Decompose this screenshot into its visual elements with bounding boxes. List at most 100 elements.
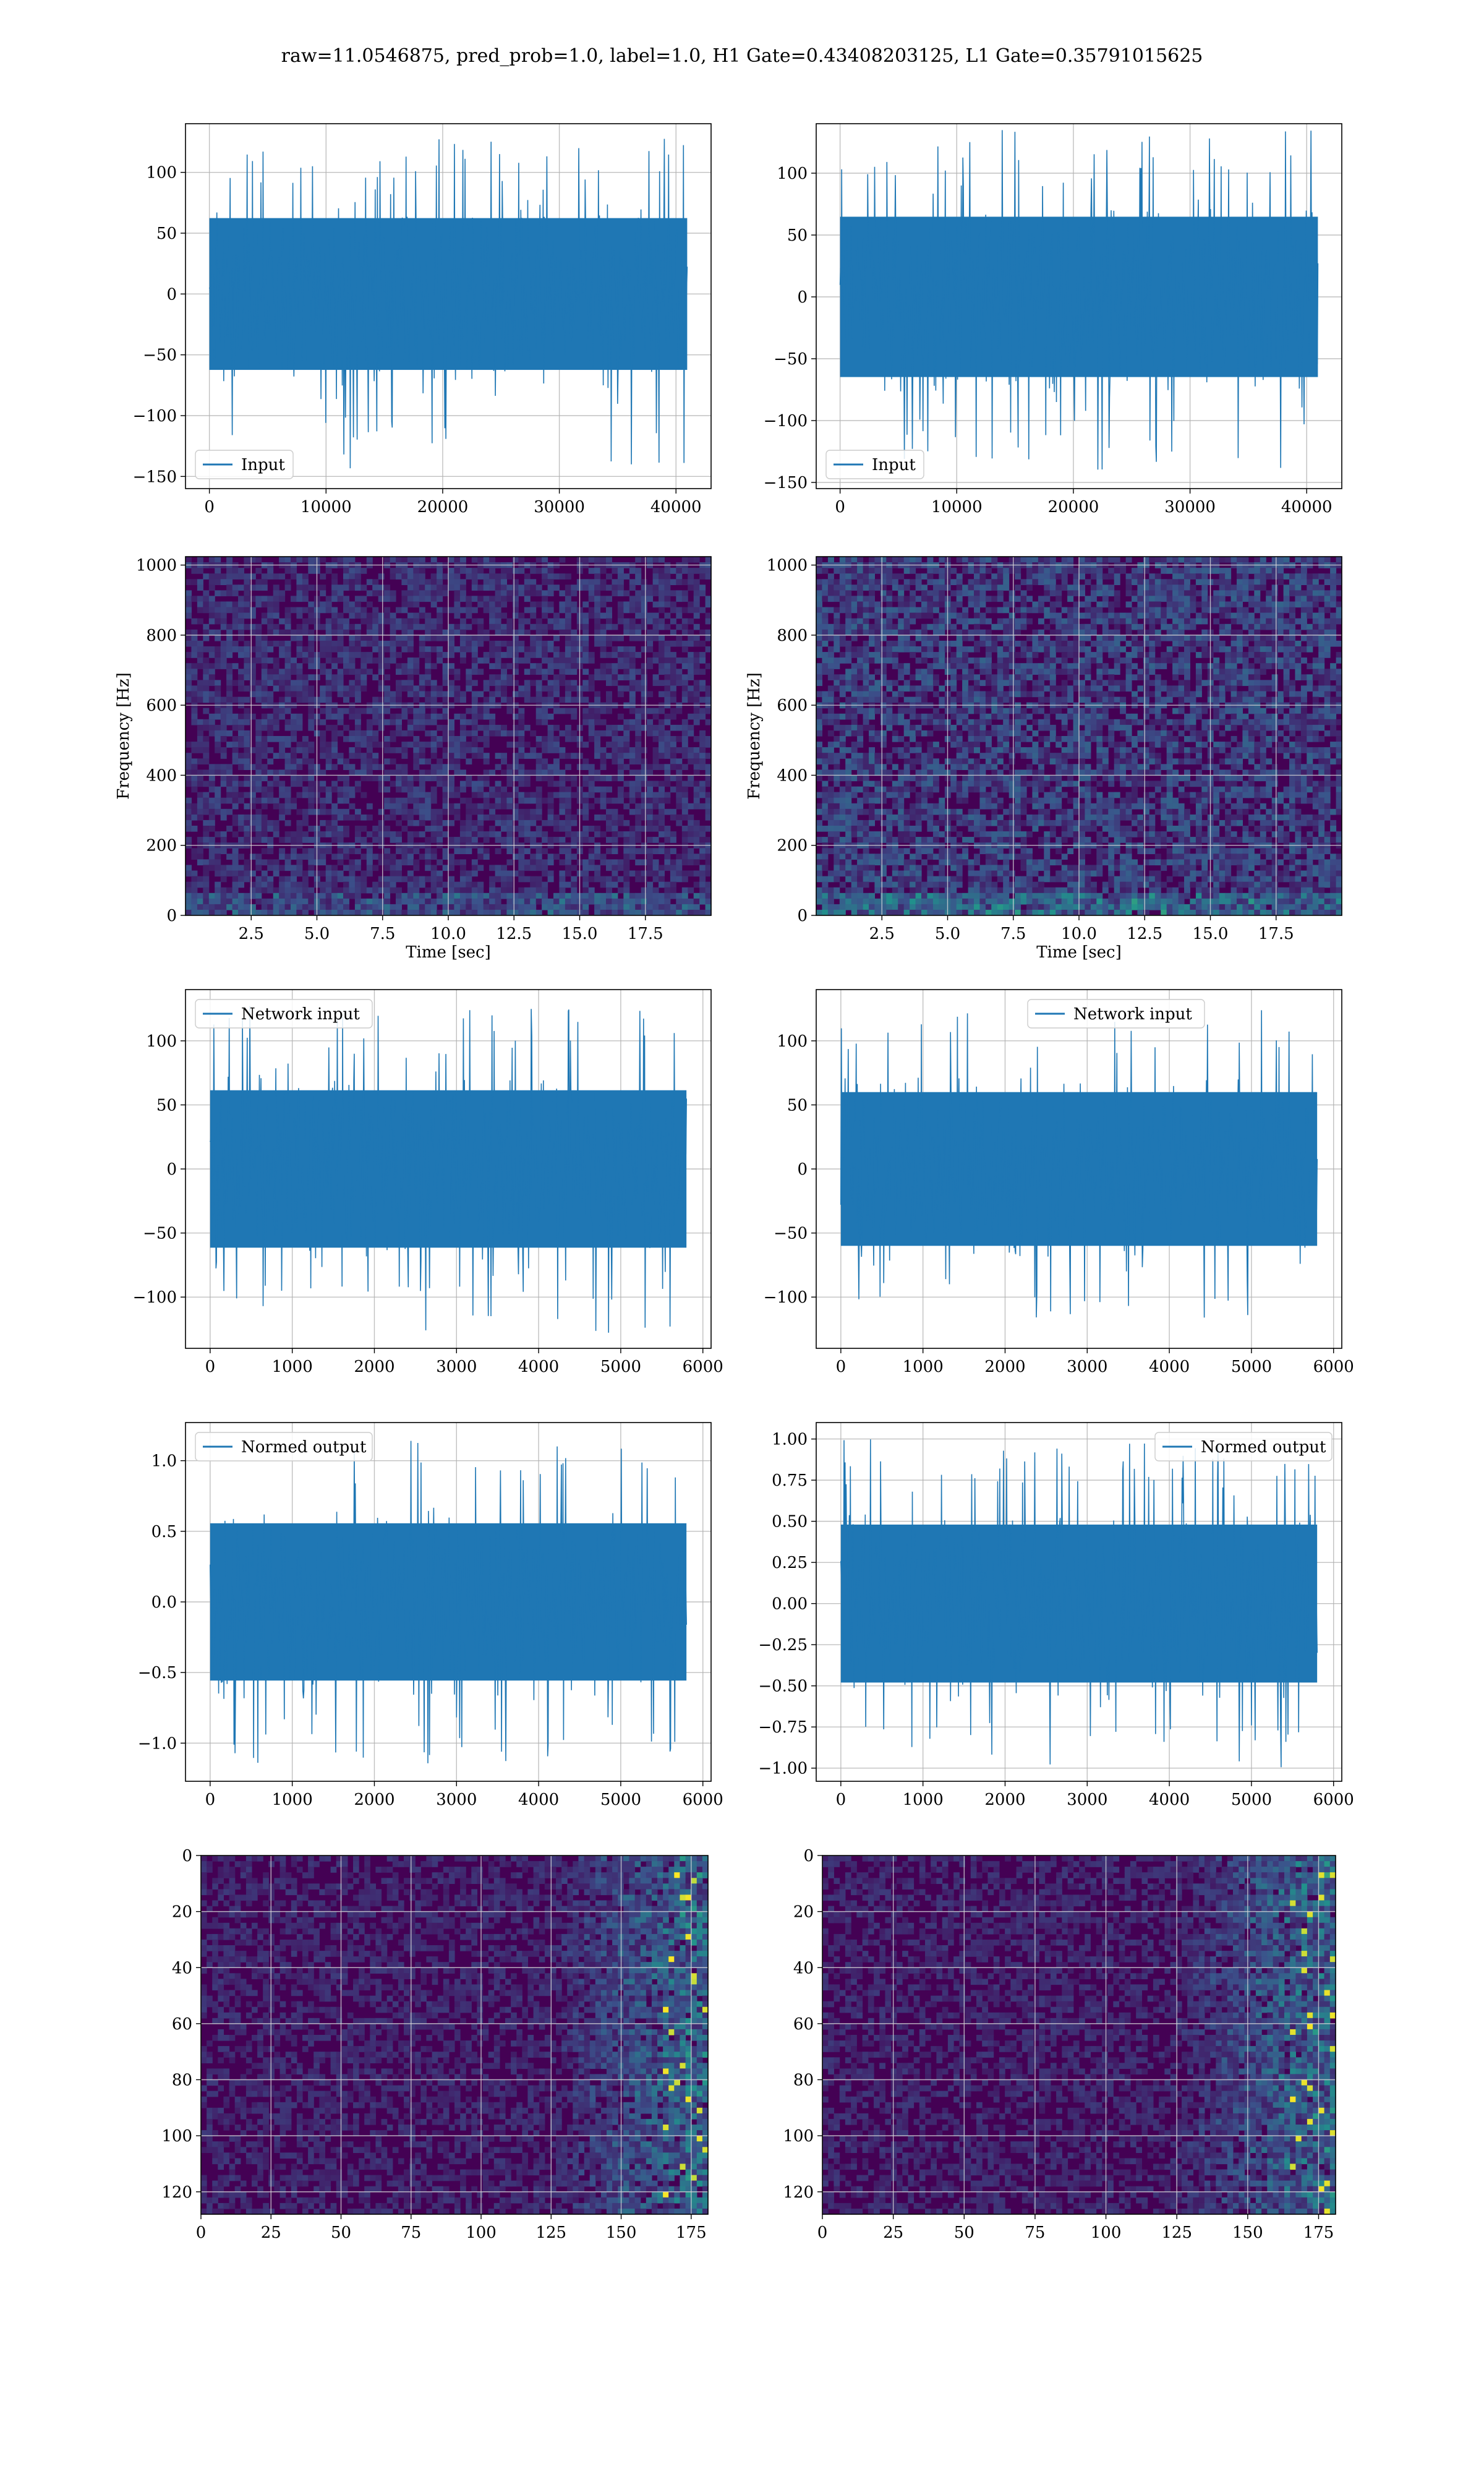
r1c0-cell [542,596,548,602]
r1c1-cell [1120,568,1127,574]
r1c0-cell [688,831,694,837]
r1c0-cell [366,898,373,905]
r1c0-cell [360,769,367,776]
r1c0-cell [547,623,554,630]
r1c0-cell [203,623,210,630]
r1c0-cell [267,724,274,731]
r1c0-cell [343,848,349,854]
r1c0-cell [238,719,244,726]
r1c0-cell [430,904,437,910]
r1c0-cell [366,909,373,916]
r1c0-cell [366,859,373,866]
r1c1-cell [1073,618,1080,625]
r1c0-cell [635,724,642,731]
r1c0-cell [459,652,466,658]
r1c0-cell [571,775,578,782]
r1c0-cell [559,781,566,787]
r1c0-cell [273,831,279,837]
r1c0-cell [571,646,578,653]
r1c0-cell [220,719,227,726]
r1c0-cell [366,657,373,664]
r1c0-cell [582,898,589,905]
r0c0-ytick-label-3: 0 [166,285,177,304]
r1c0-cell [273,781,279,787]
r1c0-cell [565,724,571,731]
r1c0-cell [582,623,589,630]
r1c0-cell [255,557,262,563]
r1c0-cell [273,685,279,692]
r1c1-cell [1038,618,1044,625]
r1c0-cell [267,691,274,698]
r1c1-cell [1061,573,1068,580]
r1c0-cell [594,904,601,910]
r1c0-cell [506,775,513,782]
r1c0-cell [261,596,268,602]
r1c0-cell [401,640,408,647]
r1c0-cell [308,848,315,854]
r1c1-cell [1015,568,1021,574]
r1c0-cell [454,904,461,910]
r1c0-cell [215,898,221,905]
r1c0-cell [378,708,385,714]
r1c0-cell [430,797,437,804]
r1c0-cell [495,612,501,619]
r1c1-cell [1061,568,1068,574]
r1c0-cell [325,635,332,641]
r1c0-cell [676,612,683,619]
r1c0-cell [547,764,554,770]
r1c1-cell [1260,601,1266,608]
r1c0-cell [244,892,250,899]
r1c0-cell [471,730,478,737]
r1c0-cell [244,904,250,910]
r1c0-cell [354,696,361,703]
r1c1-cell [974,629,980,636]
r1c0-cell [454,584,461,591]
r1c0-cell [197,579,203,585]
r1c0-cell [623,719,630,726]
r1c0-cell [349,623,356,630]
r1c0-cell [542,848,548,854]
r1c0-cell [506,618,513,625]
r1c1-cell [845,568,852,574]
r1c0-cell [244,646,250,653]
r1c0-cell [425,803,432,810]
r1c0-cell [437,826,443,832]
r1c1-cell [1237,596,1243,602]
r1c1-cell [898,607,905,614]
r1c1-cell [851,623,858,630]
r1c0-cell [267,719,274,726]
r1c0-cell [623,742,630,748]
r1c0-cell [635,808,642,815]
r1c0-cell [629,680,636,687]
r1c0-cell [203,865,210,871]
r1c0-cell [647,663,654,669]
r1c0-cell [273,601,279,608]
r1c0-cell [530,646,537,653]
r1c0-cell [629,652,636,658]
r1c0-cell [244,719,250,726]
r1c1-cell [1172,596,1179,602]
r1c0-cell [186,590,192,597]
r1c0-cell [542,669,548,675]
r1c0-heatmap-cells [186,557,712,916]
r1c0-cell [571,713,578,720]
r1c0-cell [542,629,548,636]
r1c0-cell [407,792,414,798]
r1c0-cell [495,814,501,821]
r1c0-cell [372,579,379,585]
r1c1-cell [1132,568,1138,574]
r1c0-cell [641,808,647,815]
r1c0-cell [401,635,408,641]
r1c0-cell [191,881,198,888]
r1c0-cell [600,881,607,888]
r1c0-cell [676,781,683,787]
r1c0-cell [594,568,601,574]
r1c0-cell [378,786,385,793]
r1c0-cell [535,887,542,894]
r1c0-cell [284,612,291,619]
r1c0-cell [559,708,566,714]
r1c0-cell [535,713,542,720]
r1c1-cell [968,629,974,636]
r1c0-cell [571,629,578,636]
r1c0-cell [349,892,356,899]
